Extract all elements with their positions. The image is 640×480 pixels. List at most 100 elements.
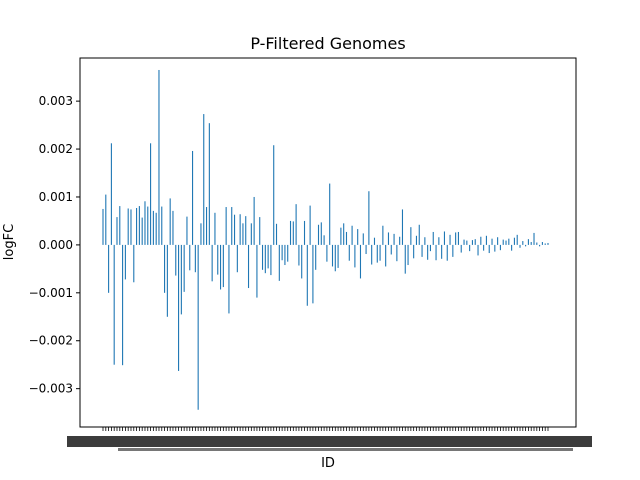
bar — [480, 236, 482, 245]
y-tick-label: 0.003 — [39, 94, 73, 108]
bar — [189, 244, 191, 271]
bar — [138, 206, 140, 245]
bar — [441, 244, 443, 259]
bar — [320, 222, 322, 245]
bar — [469, 244, 471, 252]
bar — [259, 217, 261, 245]
bar — [180, 244, 182, 315]
bar — [373, 237, 376, 245]
bar — [331, 244, 334, 267]
bar — [124, 244, 126, 280]
bar — [438, 237, 440, 245]
plot-frame — [79, 57, 577, 428]
bar — [247, 244, 250, 289]
bar — [309, 205, 311, 245]
bar — [122, 244, 124, 366]
bar — [446, 244, 448, 261]
bar — [208, 123, 210, 245]
bar — [508, 238, 510, 245]
bar — [511, 244, 513, 251]
bar — [236, 244, 238, 273]
y-tick-label: −0.003 — [29, 382, 73, 396]
bar — [175, 244, 177, 276]
bar — [192, 150, 194, 245]
bar — [306, 244, 308, 306]
bar — [536, 242, 538, 245]
bar — [113, 244, 115, 365]
bar — [233, 214, 236, 245]
bar — [499, 244, 501, 251]
bar — [393, 233, 395, 245]
bar — [435, 244, 437, 261]
bar — [130, 209, 132, 245]
bar — [407, 244, 409, 266]
y-tick-label: 0.000 — [39, 238, 73, 252]
bar — [253, 196, 255, 245]
bar — [463, 239, 465, 245]
bar — [497, 237, 499, 245]
bar — [329, 183, 331, 245]
bar — [345, 231, 348, 245]
bar — [471, 240, 473, 245]
bar — [222, 244, 224, 288]
bar — [401, 209, 404, 245]
bar — [183, 244, 185, 292]
bar — [197, 244, 199, 410]
bar — [217, 244, 219, 275]
bar — [491, 238, 493, 245]
bar — [368, 191, 370, 245]
bar — [172, 210, 174, 245]
bar — [396, 244, 398, 262]
bar — [164, 244, 166, 293]
bar — [295, 204, 297, 245]
bar — [108, 244, 110, 293]
bar — [483, 244, 485, 251]
x-axis-label: ID — [321, 456, 335, 471]
bar — [275, 223, 278, 245]
bar — [278, 244, 280, 281]
bar — [390, 244, 392, 255]
bar — [519, 244, 521, 248]
bar — [292, 221, 294, 245]
bar — [348, 244, 350, 261]
bar — [404, 244, 406, 274]
bar — [273, 145, 275, 245]
bar — [505, 240, 507, 245]
bar — [267, 244, 269, 269]
bar — [289, 220, 292, 245]
bar — [544, 243, 546, 245]
x-tick-labels-overlap-tail — [118, 448, 573, 451]
bar — [488, 244, 490, 254]
bar — [362, 233, 364, 245]
bar — [242, 223, 244, 245]
bar — [102, 208, 104, 245]
bar — [298, 244, 300, 266]
bar — [385, 244, 387, 267]
bar — [410, 227, 412, 245]
bar — [127, 208, 129, 245]
bar — [530, 242, 532, 245]
x-ticks — [67, 427, 592, 451]
bar — [169, 198, 171, 245]
y-tick-label: 0.002 — [39, 142, 73, 156]
bar — [214, 212, 216, 245]
bar — [228, 244, 230, 314]
bar — [371, 244, 373, 265]
bar — [522, 241, 524, 245]
bar — [256, 244, 258, 298]
bar — [186, 216, 188, 245]
bar — [110, 143, 112, 245]
bar — [203, 114, 205, 245]
bar — [455, 232, 457, 245]
bar — [513, 237, 515, 245]
bar — [303, 220, 306, 245]
bar — [225, 207, 227, 245]
bar — [494, 244, 496, 252]
bar — [150, 143, 152, 245]
bar — [194, 244, 196, 273]
bar — [541, 242, 543, 245]
bar — [239, 214, 241, 245]
bar — [264, 244, 266, 274]
bar — [354, 244, 356, 268]
